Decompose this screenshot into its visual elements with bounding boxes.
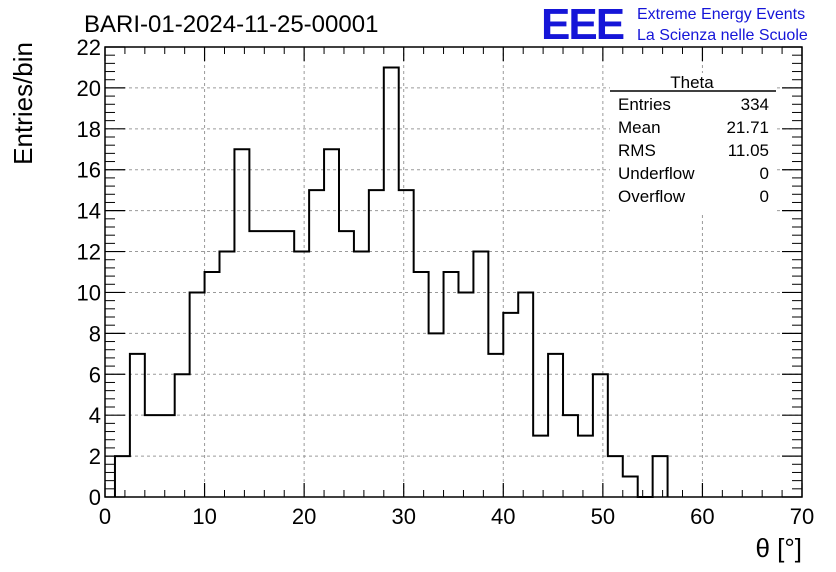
eee-logo: EEE Extreme Energy Events La Scienza nel… (541, 0, 808, 49)
histogram-bars (113, 66, 669, 498)
x-tick-label: 10 (192, 504, 216, 529)
y-tick-label: 14 (77, 199, 101, 224)
stats-label: Entries (618, 95, 671, 114)
tick-labels: 0 10 20 30 40 50 60 70 0 2 4 6 8 10 12 14 16 18 20 22 (77, 35, 815, 529)
stats-box-title: Theta (670, 73, 714, 92)
y-tick-label: 4 (89, 403, 101, 428)
x-tick-label: 20 (292, 504, 316, 529)
y-tick-label: 20 (77, 76, 101, 101)
x-tick-label: 30 (391, 504, 415, 529)
stats-label: Mean (618, 118, 661, 137)
y-tick-label: 16 (77, 158, 101, 183)
y-tick-label: 8 (89, 321, 101, 346)
stats-box-background (610, 73, 776, 212)
stats-value: 0 (760, 187, 769, 206)
y-tick-label: 12 (77, 240, 101, 265)
x-tick-label: 40 (491, 504, 515, 529)
logo-mark: EEE (541, 0, 624, 49)
y-tick-label: 10 (77, 280, 101, 305)
y-tick-label: 6 (89, 362, 101, 387)
x-tick-label: 0 (99, 504, 111, 529)
x-axis-label: θ [°] (755, 533, 802, 563)
y-tick-label: 22 (77, 35, 101, 60)
x-tick-label: 50 (591, 504, 615, 529)
stats-value: 334 (741, 95, 769, 114)
stats-value: 0 (760, 164, 769, 183)
y-tick-label: 2 (89, 444, 101, 469)
y-axis-label: Entries/bin (8, 42, 38, 165)
axis-ticks (104, 46, 803, 498)
plot-frame (104, 46, 803, 498)
chart-title: BARI-01-2024-11-25-00001 (84, 11, 378, 38)
stats-value: 11.05 (728, 141, 769, 160)
x-tick-label: 60 (690, 504, 714, 529)
logo-line-1: Extreme Energy Events (637, 6, 805, 23)
stats-label: Underflow (618, 164, 695, 183)
x-tick-label: 70 (790, 504, 814, 529)
y-tick-label: 0 (89, 485, 101, 510)
stats-box: Theta Entries 334 Mean 21.71 RMS 11.05 Underfl… (610, 73, 776, 212)
stats-label: Overflow (618, 187, 686, 206)
stats-label: RMS (618, 141, 656, 160)
logo-line-2: La Scienza nelle Scuole (637, 27, 808, 44)
stats-value: 21.71 (726, 118, 769, 137)
y-tick-label: 18 (77, 117, 101, 142)
